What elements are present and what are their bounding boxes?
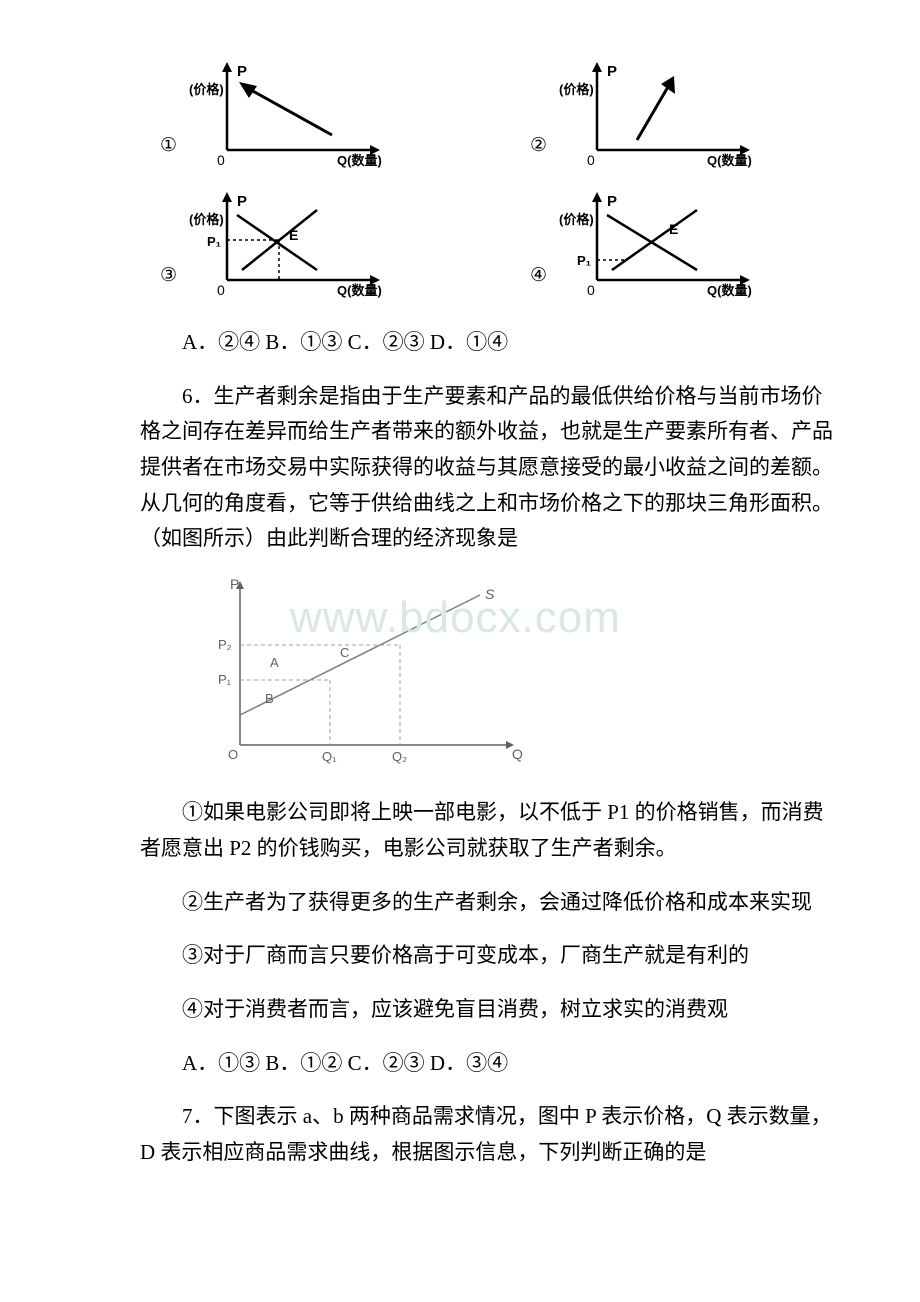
chart-1-ylabel: P [237, 63, 247, 80]
chart-2-ysub: (价格) [559, 82, 594, 97]
chart-3-ylabel: P [237, 193, 247, 210]
surplus-a: A [270, 655, 279, 670]
chart-3: ③ P (价格) P₁ E 0 Q(数量) [160, 190, 470, 300]
chart-3-ysub: (价格) [189, 212, 224, 227]
chart-1-origin: 0 [217, 152, 225, 168]
chart-2-origin: 0 [587, 152, 595, 168]
chart-4-e: E [669, 221, 678, 237]
chart-4-ysub: (价格) [559, 212, 594, 227]
chart-3-num: ③ [160, 260, 177, 292]
q6-opt3: ③对于厂商而言只要价格高于可变成本，厂商生产就是有利的 [140, 938, 840, 974]
surplus-origin: O [228, 747, 238, 762]
q6-answers: A．①③ B．①② C．②③ D．③④ [140, 1046, 840, 1082]
chart-3-origin: 0 [217, 282, 225, 298]
chart-2-xlabel: Q(数量) [707, 153, 752, 168]
chart-3-e: E [289, 227, 298, 243]
chart-4-num: ④ [530, 260, 547, 292]
surplus-q2: Q₂ [392, 749, 407, 764]
q6-opt1: ①如果电影公司即将上映一部电影，以不低于 P1 的价格销售，而消费者愿意出 P2… [140, 795, 840, 866]
surplus-chart-wrap: www.bdocx.com P S P₂ P₁ A B C O Q₁ Q₂ Q [200, 575, 840, 775]
chart-2-ylabel: P [607, 63, 617, 80]
chart-3-p1: P₁ [207, 234, 221, 249]
surplus-q1: Q₁ [322, 749, 337, 764]
q6-text: 6．生产者剩余是指由于生产要素和产品的最低供给价格与当前市场价格之间存在差异而给… [140, 379, 840, 557]
chart-3-xlabel: Q(数量) [337, 283, 382, 298]
chart-2-svg: P (价格) 0 Q(数量) [557, 60, 757, 170]
chart-1-xlabel: Q(数量) [337, 153, 382, 168]
q7-text: 7．下图表示 a、b 两种商品需求情况，图中 P 表示价格，Q 表示数量，D 表… [140, 1099, 840, 1170]
chart-4: ④ P (价格) P₁ E 0 Q(数量) [530, 190, 840, 300]
four-charts-grid: ① P (价格) 0 Q(数量) ② P (价格) 0 Q(数量) [160, 60, 840, 300]
q6-opt4: ④对于消费者而言，应该避免盲目消费，树立求实的消费观 [140, 992, 840, 1028]
chart-2-num: ② [530, 130, 547, 162]
surplus-p2: P₂ [218, 637, 232, 652]
chart-3-svg: P (价格) P₁ E 0 Q(数量) [187, 190, 387, 300]
chart-4-origin: 0 [587, 282, 595, 298]
surplus-p1: P₁ [218, 672, 232, 687]
chart-1: ① P (价格) 0 Q(数量) [160, 60, 470, 170]
chart-4-svg: P (价格) P₁ E 0 Q(数量) [557, 190, 757, 300]
q6-opt2: ②生产者为了获得更多的生产者剩余，会通过降低价格和成本来实现 [140, 885, 840, 921]
chart-1-num: ① [160, 130, 177, 162]
q5-answers: A．②④ B．①③ C．②③ D．①④ [140, 325, 840, 361]
chart-2: ② P (价格) 0 Q(数量) [530, 60, 840, 170]
chart-1-ysub: (价格) [189, 82, 224, 97]
surplus-y-label: P [230, 576, 239, 592]
chart-4-p1: P₁ [577, 253, 591, 268]
chart-4-xlabel: Q(数量) [707, 283, 752, 298]
watermark: www.bdocx.com [290, 581, 621, 656]
chart-1-svg: P (价格) 0 Q(数量) [187, 60, 387, 170]
surplus-b: B [265, 691, 274, 706]
chart-4-ylabel: P [607, 193, 617, 210]
surplus-x-label: Q [512, 746, 523, 762]
